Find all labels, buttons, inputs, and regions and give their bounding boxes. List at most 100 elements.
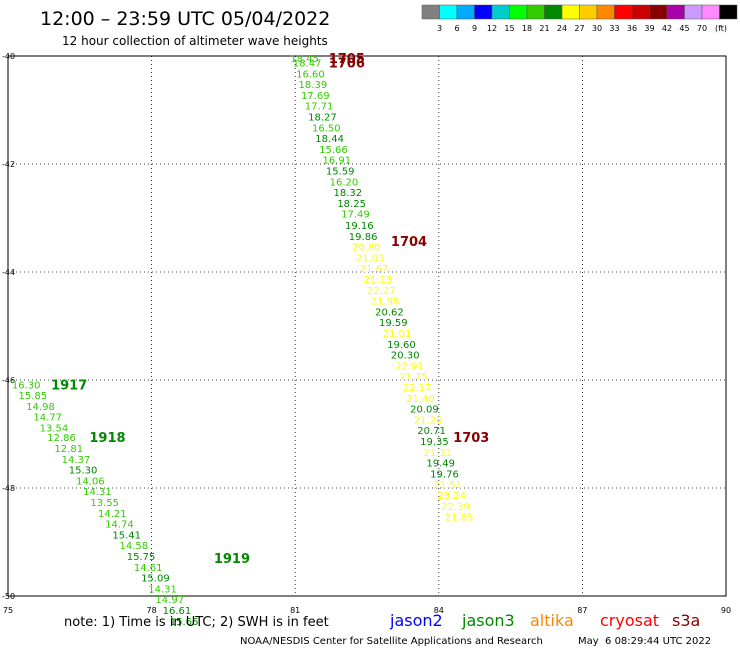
satellite-legend-s3a: s3a bbox=[672, 611, 700, 630]
swh-value-label: 21.85 bbox=[445, 513, 474, 524]
colorbar-swatch bbox=[649, 4, 668, 20]
swh-value-label: 22.91 bbox=[395, 361, 424, 372]
swh-value-label: 23.24 bbox=[437, 491, 466, 502]
colorbar-swatch bbox=[526, 4, 545, 20]
chart-subtitle: 12 hour collection of altimeter wave hei… bbox=[62, 34, 328, 48]
pass-number-label: 1705 bbox=[329, 52, 365, 67]
swh-value-label: 17.71 bbox=[305, 102, 334, 113]
colorbar-swatch bbox=[596, 4, 615, 20]
swh-value-label: 20.71 bbox=[417, 426, 446, 437]
data-points: 18.4518.4716.6018.3917.6917.7118.2716.50… bbox=[12, 54, 474, 628]
swh-value-label: 21.13 bbox=[364, 275, 393, 286]
colorbar-level-label: 6 bbox=[454, 24, 459, 33]
swh-value-label: 14.31 bbox=[148, 584, 177, 595]
swh-value-label: 13.55 bbox=[90, 498, 119, 509]
axis-ticks: 75 78 81 84 87 90 -40 -42 -44 -46 -48 -50 bbox=[2, 52, 731, 615]
swh-value-label: 21.67 bbox=[360, 264, 389, 275]
swh-value-label: 18.44 bbox=[315, 134, 344, 145]
swh-value-label: 20.62 bbox=[375, 307, 404, 318]
colorbar-swatch bbox=[701, 4, 720, 20]
swh-value-label: 14.77 bbox=[33, 413, 62, 424]
colorbar-unit: (ft) bbox=[715, 24, 727, 33]
swh-value-label: 21.03 bbox=[356, 253, 385, 264]
pass-number-label: 1919 bbox=[214, 552, 250, 567]
colorbar-swatch bbox=[614, 4, 633, 20]
colorbar-swatch bbox=[684, 4, 703, 20]
footer-note: note: 1) Time is in UTC; 2) SWH is in fe… bbox=[64, 615, 329, 630]
y-tick-label: -46 bbox=[2, 376, 15, 385]
swh-value-label: 14.61 bbox=[134, 563, 163, 574]
swh-value-label: 15.30 bbox=[69, 466, 98, 477]
pass-number-label: 1704 bbox=[391, 235, 427, 250]
swh-value-label: 20.80 bbox=[352, 243, 381, 254]
swh-value-label: 15.66 bbox=[170, 617, 199, 628]
swh-value-label: 22.39 bbox=[441, 502, 470, 513]
colorbar-level-label: 45 bbox=[679, 24, 689, 33]
swh-value-label: 15.85 bbox=[19, 391, 48, 402]
colorbar-level-label: 18 bbox=[522, 24, 532, 33]
swh-value-label: 18.45 bbox=[290, 54, 319, 65]
swh-value-label: 19.86 bbox=[349, 232, 378, 243]
swh-value-label: 20.30 bbox=[391, 351, 420, 362]
swh-value-label: 16.30 bbox=[12, 380, 41, 391]
pass-number-label: 1917 bbox=[51, 378, 87, 393]
chart-title: 12:00 – 23:59 UTC 05/04/2022 bbox=[40, 8, 330, 30]
swh-value-label: 16.91 bbox=[322, 156, 351, 167]
colorbar-swatch bbox=[631, 4, 650, 20]
footer-credit: NOAA/NESDIS Center for Satellite Applica… bbox=[240, 636, 543, 647]
swh-value-label: 21.20 bbox=[414, 415, 443, 426]
swh-value-label: 20.09 bbox=[410, 405, 439, 416]
colorbar-swatch bbox=[439, 4, 458, 20]
swh-value-label: 19.59 bbox=[379, 318, 408, 329]
swh-value-label: 21.40 bbox=[406, 394, 435, 405]
colorbar-level-label: 12 bbox=[487, 24, 497, 33]
colorbar-swatch bbox=[456, 4, 475, 20]
colorbar-level-label: 42 bbox=[662, 24, 672, 33]
swh-value-label: 22.17 bbox=[403, 383, 432, 394]
x-tick-label: 90 bbox=[721, 606, 731, 615]
colorbar-swatch bbox=[719, 4, 738, 20]
colorbar-swatch bbox=[491, 4, 510, 20]
colorbar-level-label: 33 bbox=[609, 24, 619, 33]
swh-value-label: 21.31 bbox=[423, 448, 452, 459]
colorbar-swatch bbox=[421, 4, 440, 20]
colorbar-level-label: 15 bbox=[504, 24, 514, 33]
swh-value-label: 18.25 bbox=[337, 199, 366, 210]
colorbar-swatch bbox=[561, 4, 580, 20]
x-tick-label: 78 bbox=[147, 606, 157, 615]
swh-value-label: 12.86 bbox=[47, 433, 76, 444]
colorbar-level-label: 24 bbox=[557, 24, 567, 33]
colorbar-swatch bbox=[579, 4, 598, 20]
swh-value-label: 22.27 bbox=[367, 286, 396, 297]
swh-value-label: 16.61 bbox=[163, 606, 192, 617]
pass-number-label: 1918 bbox=[89, 431, 125, 446]
swh-value-label: 16.60 bbox=[296, 69, 325, 80]
swh-value-label: 14.74 bbox=[105, 520, 134, 531]
swh-value-label: 13.54 bbox=[40, 424, 69, 435]
pass-number-label: 1703 bbox=[453, 431, 489, 446]
swh-value-label: 15.41 bbox=[112, 530, 141, 541]
footer-timestamp: May 6 08:29:44 UTC 2022 bbox=[578, 636, 711, 647]
swh-value-label: 14.31 bbox=[83, 487, 112, 498]
satellite-legend-cryosat: cryosat bbox=[600, 611, 659, 630]
swh-value-label: 18.27 bbox=[308, 112, 337, 123]
swh-value-label: 12.81 bbox=[54, 444, 83, 455]
colorbar-level-label: 39 bbox=[644, 24, 654, 33]
swh-value-label: 17.49 bbox=[341, 210, 370, 221]
x-tick-label: 87 bbox=[577, 606, 587, 615]
y-tick-label: -44 bbox=[2, 268, 15, 277]
swh-value-label: 15.59 bbox=[326, 166, 355, 177]
swh-value-label: 15.75 bbox=[127, 552, 156, 563]
swh-value-label: 19.49 bbox=[426, 459, 455, 470]
satellite-legend-jason3: jason3 bbox=[461, 611, 515, 630]
swh-value-label: 16.20 bbox=[330, 177, 359, 188]
swh-value-label: 19.35 bbox=[420, 437, 449, 448]
swh-value-label: 19.16 bbox=[345, 221, 374, 232]
swh-value-label: 19.76 bbox=[430, 469, 459, 480]
satellite-legend-altika: altika bbox=[530, 611, 574, 630]
colorbar-level-label: 30 bbox=[592, 24, 602, 33]
colorbar-legend: 3 6 9 12 15 18 21 24 27 30 33 36 39 42 45 70 bbox=[421, 4, 738, 33]
x-tick-label: 75 bbox=[3, 606, 13, 615]
